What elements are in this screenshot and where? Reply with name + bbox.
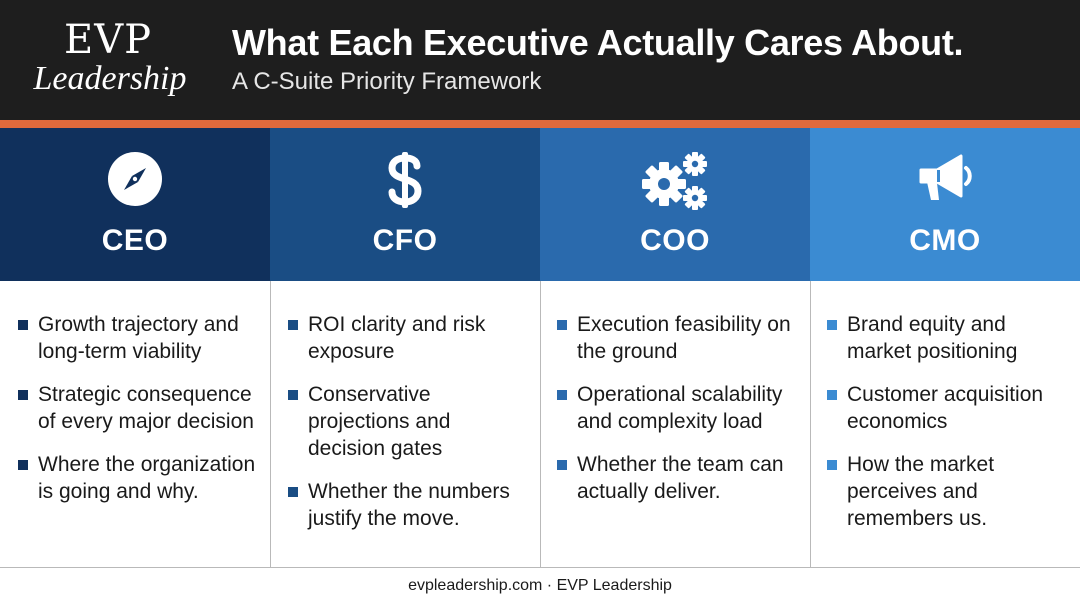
list-item: How the market perceives and remembers u… — [827, 451, 1072, 532]
bullet-square — [557, 320, 567, 330]
bullet-square — [288, 320, 298, 330]
evp-logo: EVP Leadership — [32, 20, 202, 110]
role-label-cmo: CMO — [909, 224, 981, 257]
role-label-coo: COO — [640, 224, 710, 257]
list-item: Execution feasibility on the ground — [557, 311, 800, 365]
bullet-square — [827, 320, 837, 330]
list-item: Whether the numbers justify the move. — [288, 478, 532, 532]
bullet-square — [18, 320, 28, 330]
role-label-cfo: CFO — [372, 224, 438, 257]
bullet-square — [288, 487, 298, 497]
compass-icon — [108, 152, 162, 206]
page-title: What Each Executive Actually Cares About… — [232, 22, 964, 63]
item-text: ROI clarity and risk exposure — [308, 313, 486, 363]
list-item: Brand equity and market positioning — [827, 311, 1072, 365]
dollar-icon — [388, 152, 422, 208]
megaphone-icon — [919, 154, 972, 200]
item-text: Conservative projections and decision ga… — [308, 383, 451, 460]
column-divider — [270, 281, 271, 568]
item-text: How the market perceives and remembers u… — [847, 453, 995, 530]
bullet-square — [18, 460, 28, 470]
item-text: Whether the numbers justify the move. — [308, 480, 510, 530]
column-body-ceo: Growth trajectory and long-term viabilit… — [0, 281, 269, 568]
item-text: Brand equity and market positioning — [847, 313, 1018, 363]
gears-icon — [642, 152, 707, 210]
footer-divider — [0, 567, 1080, 568]
header-bar: EVP Leadership What Each Executive Actua… — [0, 0, 1080, 120]
column-header-cmo: CMO — [810, 128, 1080, 281]
logo-wordmark-bottom: Leadership — [33, 60, 187, 97]
bullet-square — [557, 390, 567, 400]
list-item: Operational scalability and complexity l… — [557, 381, 800, 435]
item-text: Customer acquisition economics — [847, 383, 1044, 433]
item-text: Execution feasibility on the ground — [577, 313, 791, 363]
column-body-cfo: ROI clarity and risk exposure Conservati… — [271, 281, 540, 568]
list-item: Strategic consequence of every major dec… — [18, 381, 259, 435]
role-label-ceo: CEO — [101, 224, 169, 257]
item-text: Whether the team can actually deliver. — [577, 453, 784, 503]
item-text: Where the organization is going and why. — [38, 453, 256, 503]
list-item: Where the organization is going and why. — [18, 451, 259, 505]
list-item: Conservative projections and decision ga… — [288, 381, 532, 462]
bullet-square — [288, 390, 298, 400]
accent-stripe — [0, 120, 1080, 128]
column-header-ceo: CEO — [0, 128, 270, 281]
column-body-coo: Execution feasibility on the ground Oper… — [541, 281, 810, 568]
list-item: Customer acquisition economics — [827, 381, 1072, 435]
footer-credit: evpleadership.com · EVP Leadership — [408, 577, 672, 594]
list-item: Whether the team can actually deliver. — [557, 451, 800, 505]
item-text: Strategic consequence of every major dec… — [38, 383, 254, 433]
column-body-cmo: Brand equity and market positioning Cust… — [811, 281, 1080, 568]
list-item: Growth trajectory and long-term viabilit… — [18, 311, 259, 365]
page-subtitle: A C-Suite Priority Framework — [232, 68, 542, 95]
bullet-square — [18, 390, 28, 400]
item-text: Growth trajectory and long-term viabilit… — [38, 313, 239, 363]
column-divider — [540, 281, 541, 568]
item-text: Operational scalability and complexity l… — [577, 383, 783, 433]
column-divider — [810, 281, 811, 568]
list-item: ROI clarity and risk exposure — [288, 311, 532, 365]
bullet-square — [827, 460, 837, 470]
column-header-cfo: CFO — [270, 128, 540, 281]
bullet-square — [557, 460, 567, 470]
column-header-coo: COO — [540, 128, 810, 281]
bullet-square — [827, 390, 837, 400]
logo-wordmark-top: EVP — [64, 17, 152, 63]
